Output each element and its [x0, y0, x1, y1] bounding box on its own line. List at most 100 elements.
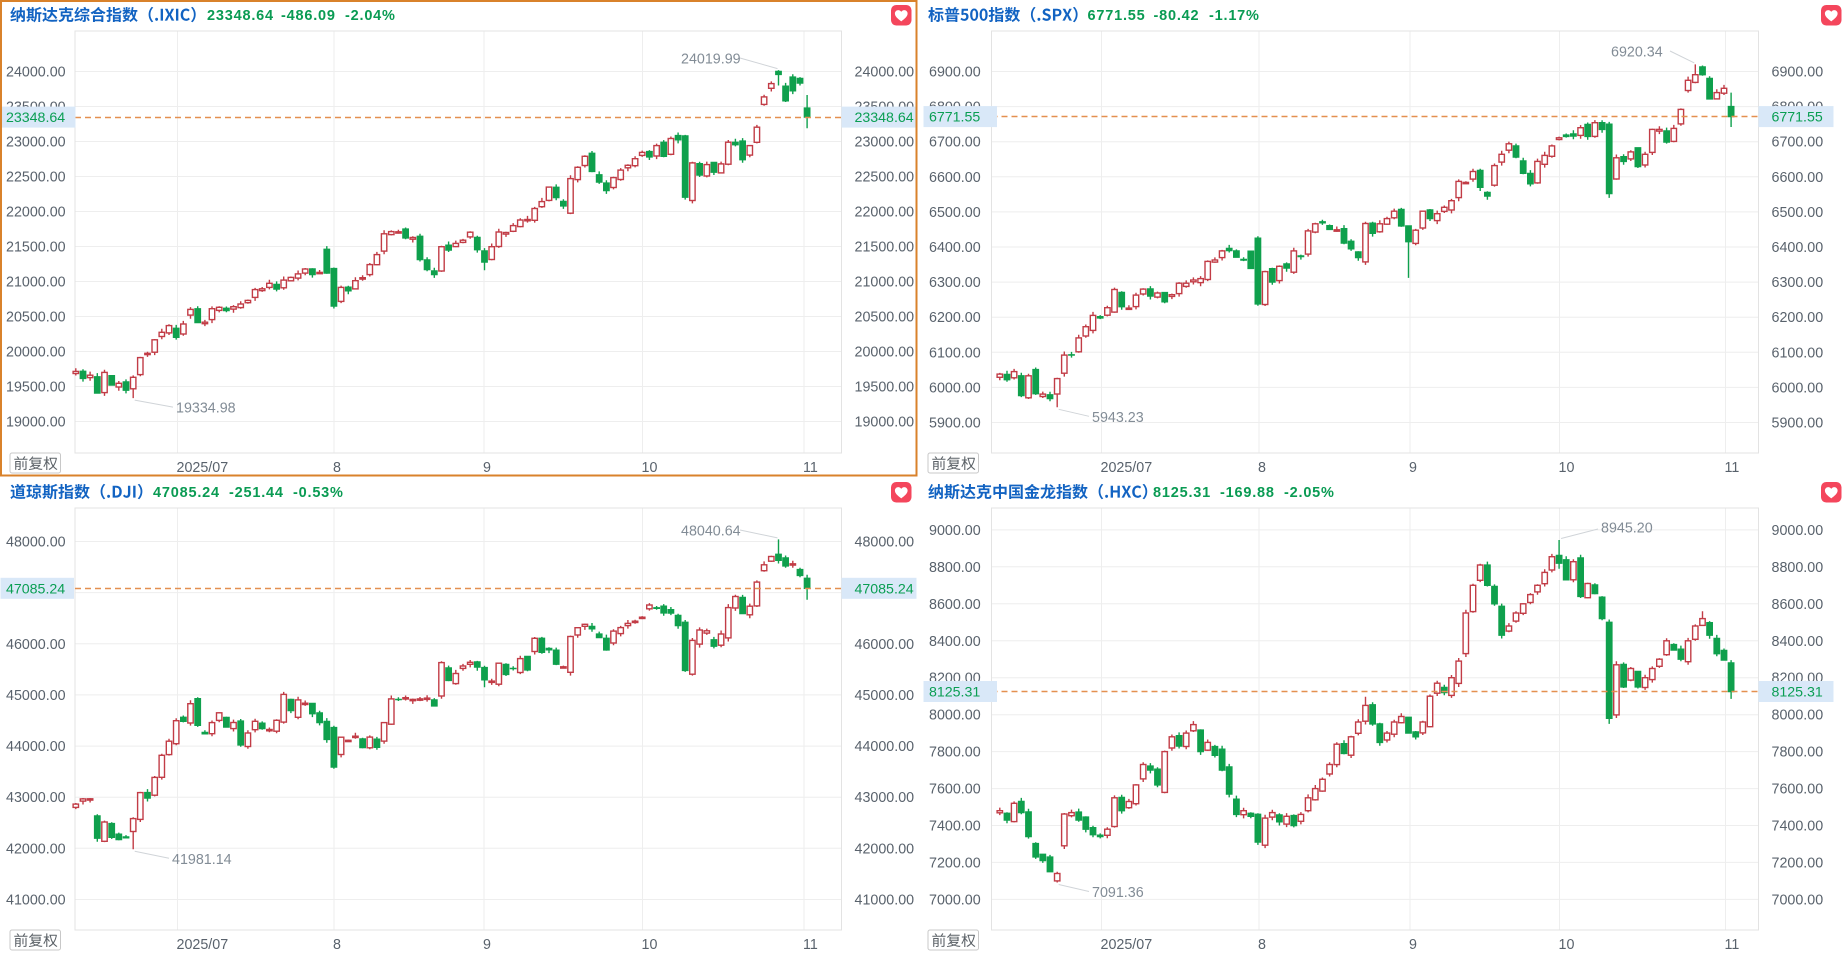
svg-text:47085.24: 47085.24 — [855, 581, 914, 597]
svg-text:7200.00: 7200.00 — [1772, 855, 1824, 871]
svg-text:8125.31: 8125.31 — [1153, 485, 1211, 501]
svg-text:7091.36: 7091.36 — [1092, 885, 1144, 901]
svg-text:8600.00: 8600.00 — [1772, 597, 1824, 613]
svg-text:2025/07: 2025/07 — [177, 460, 229, 476]
svg-text:8945.20: 8945.20 — [1601, 521, 1653, 537]
svg-text:11: 11 — [1725, 460, 1740, 476]
svg-text:43000.00: 43000.00 — [6, 790, 66, 806]
svg-text:20000.00: 20000.00 — [855, 345, 915, 361]
svg-text:44000.00: 44000.00 — [855, 739, 915, 755]
svg-text:23000.00: 23000.00 — [855, 135, 915, 151]
svg-text:8: 8 — [1258, 460, 1266, 476]
svg-text:-486.09: -486.09 — [281, 8, 336, 24]
svg-text:6900.00: 6900.00 — [929, 65, 981, 81]
svg-text:7600.00: 7600.00 — [929, 782, 981, 798]
svg-text:6700.00: 6700.00 — [1772, 135, 1824, 151]
svg-text:6771.55: 6771.55 — [1772, 110, 1823, 126]
svg-text:8000.00: 8000.00 — [929, 708, 981, 724]
svg-text:6900.00: 6900.00 — [1772, 65, 1824, 81]
svg-text:8: 8 — [1258, 937, 1266, 953]
svg-text:6400.00: 6400.00 — [929, 240, 981, 256]
svg-text:7600.00: 7600.00 — [1772, 782, 1824, 798]
svg-text:6200.00: 6200.00 — [929, 310, 981, 326]
svg-text:6000.00: 6000.00 — [929, 380, 981, 396]
svg-text:41000.00: 41000.00 — [855, 893, 915, 909]
svg-text:5900.00: 5900.00 — [1772, 416, 1824, 432]
svg-text:6300.00: 6300.00 — [929, 275, 981, 291]
svg-text:10: 10 — [1559, 460, 1575, 476]
svg-text:9000.00: 9000.00 — [929, 523, 981, 539]
svg-text:20500.00: 20500.00 — [855, 310, 915, 326]
svg-text:21500.00: 21500.00 — [855, 240, 915, 256]
svg-text:11: 11 — [1725, 937, 1740, 953]
svg-text:8400.00: 8400.00 — [1772, 634, 1824, 650]
svg-text:44000.00: 44000.00 — [6, 739, 66, 755]
svg-text:45000.00: 45000.00 — [6, 688, 66, 704]
svg-text:19000.00: 19000.00 — [855, 415, 915, 431]
svg-text:45000.00: 45000.00 — [855, 688, 915, 704]
svg-text:24019.99: 24019.99 — [681, 52, 741, 68]
svg-text:48040.64: 48040.64 — [681, 524, 741, 540]
svg-text:8800.00: 8800.00 — [1772, 560, 1824, 576]
svg-text:6200.00: 6200.00 — [1772, 310, 1824, 326]
svg-text:20500.00: 20500.00 — [6, 310, 66, 326]
svg-text:22000.00: 22000.00 — [855, 205, 915, 221]
svg-text:8: 8 — [333, 460, 341, 476]
svg-text:6500.00: 6500.00 — [929, 205, 981, 221]
svg-text:46000.00: 46000.00 — [6, 637, 66, 653]
svg-text:2025/07: 2025/07 — [177, 937, 229, 953]
svg-text:19500.00: 19500.00 — [855, 380, 915, 396]
svg-text:23000.00: 23000.00 — [6, 135, 66, 151]
svg-text:22000.00: 22000.00 — [6, 205, 66, 221]
svg-text:5943.23: 5943.23 — [1092, 410, 1144, 426]
svg-text:21000.00: 21000.00 — [855, 275, 915, 291]
svg-text:5900.00: 5900.00 — [929, 416, 981, 432]
svg-text:9000.00: 9000.00 — [1772, 523, 1824, 539]
svg-text:6771.55: 6771.55 — [929, 110, 980, 126]
svg-text:9: 9 — [1409, 460, 1417, 476]
svg-text:42000.00: 42000.00 — [855, 841, 915, 857]
svg-text:2025/07: 2025/07 — [1101, 937, 1153, 953]
svg-text:22500.00: 22500.00 — [6, 170, 66, 186]
svg-text:23348.64: 23348.64 — [6, 110, 65, 126]
svg-text:47085.24: 47085.24 — [6, 581, 65, 597]
svg-text:6771.55: 6771.55 — [1088, 8, 1146, 24]
svg-text:6600.00: 6600.00 — [929, 170, 981, 186]
svg-text:8600.00: 8600.00 — [929, 597, 981, 613]
svg-text:6100.00: 6100.00 — [929, 345, 981, 361]
svg-text:11: 11 — [803, 460, 818, 476]
svg-text:-169.88: -169.88 — [1220, 485, 1275, 501]
svg-text:23348.64: 23348.64 — [207, 8, 274, 24]
svg-text:-251.44: -251.44 — [229, 485, 284, 501]
svg-text:8125.31: 8125.31 — [929, 685, 980, 701]
svg-text:21000.00: 21000.00 — [6, 275, 66, 291]
svg-text:2025/07: 2025/07 — [1101, 460, 1153, 476]
svg-text:8400.00: 8400.00 — [929, 634, 981, 650]
svg-text:11: 11 — [803, 937, 818, 953]
svg-text:22500.00: 22500.00 — [855, 170, 915, 186]
svg-text:6300.00: 6300.00 — [1772, 275, 1824, 291]
svg-text:7800.00: 7800.00 — [1772, 745, 1824, 761]
svg-text:41981.14: 41981.14 — [172, 852, 232, 868]
svg-text:8800.00: 8800.00 — [929, 560, 981, 576]
svg-text:43000.00: 43000.00 — [855, 790, 915, 806]
svg-text:6000.00: 6000.00 — [1772, 380, 1824, 396]
svg-text:-0.53%: -0.53% — [293, 485, 344, 501]
svg-text:24000.00: 24000.00 — [6, 65, 66, 81]
svg-text:6400.00: 6400.00 — [1772, 240, 1824, 256]
svg-text:7000.00: 7000.00 — [1772, 892, 1824, 908]
svg-text:41000.00: 41000.00 — [6, 893, 66, 909]
svg-text:8125.31: 8125.31 — [1772, 685, 1823, 701]
svg-text:9: 9 — [483, 937, 491, 953]
svg-text:8: 8 — [333, 937, 341, 953]
svg-text:23348.64: 23348.64 — [855, 110, 914, 126]
svg-text:7400.00: 7400.00 — [1772, 819, 1824, 835]
svg-text:21500.00: 21500.00 — [6, 240, 66, 256]
svg-text:-80.42: -80.42 — [1154, 8, 1200, 24]
svg-text:10: 10 — [1559, 937, 1575, 953]
svg-text:6500.00: 6500.00 — [1772, 205, 1824, 221]
svg-text:9: 9 — [483, 460, 491, 476]
svg-text:10: 10 — [642, 937, 658, 953]
svg-text:19500.00: 19500.00 — [6, 380, 66, 396]
svg-text:42000.00: 42000.00 — [6, 841, 66, 857]
